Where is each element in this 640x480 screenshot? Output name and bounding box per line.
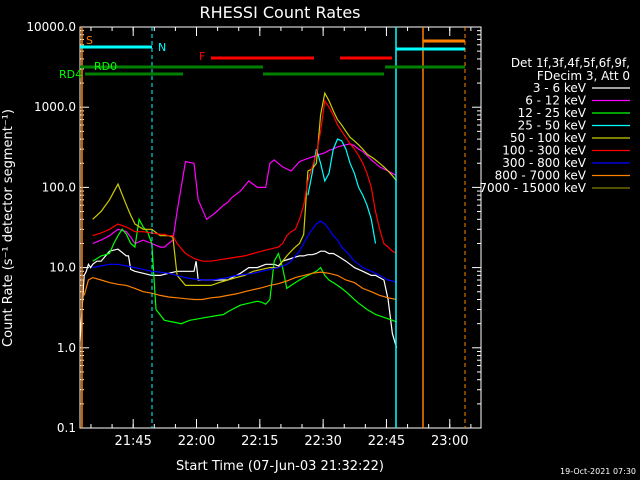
x-tick-label: 22:30 bbox=[304, 434, 341, 449]
series-line-0 bbox=[79, 248, 398, 348]
legend-header-1: Det 1f,3f,4f,5f,6f,9f, bbox=[511, 56, 630, 70]
attenuator-label-rd0: RD0 bbox=[94, 60, 117, 73]
x-tick-label: 22:45 bbox=[368, 434, 405, 449]
legend-entry-label: 800 - 7000 keV bbox=[495, 169, 587, 183]
y-axis: 0.1 1.0 10.0 100.0 1000.0 10000.0 bbox=[26, 20, 481, 435]
x-tick-label: 23:00 bbox=[431, 434, 468, 449]
series-line-3 bbox=[307, 138, 377, 244]
legend-entry-label: 3 - 6 keV bbox=[533, 81, 587, 95]
y-tick-label: 0.1 bbox=[57, 421, 76, 435]
attenuator-label-s: S bbox=[86, 34, 93, 47]
series-line-6 bbox=[92, 220, 397, 284]
legend-entry-label: 50 - 100 keV bbox=[510, 131, 587, 145]
legend-entry-label: 7000 - 15000 keV bbox=[479, 181, 586, 195]
attenuator-label-n: N bbox=[158, 41, 166, 54]
y-tick-label: 1.0 bbox=[57, 341, 76, 355]
attenuator-label-rd4: RD4 bbox=[59, 68, 82, 81]
legend-entry-label: 100 - 300 keV bbox=[502, 144, 586, 158]
series-line-7 bbox=[83, 271, 397, 301]
y-tick-label: 100.0 bbox=[42, 180, 76, 194]
y-tick-label: 1000.0 bbox=[34, 100, 76, 114]
legend-entry-label: 12 - 25 keV bbox=[518, 106, 587, 120]
x-tick-label: 22:15 bbox=[241, 434, 278, 449]
y-tick-label: 10.0 bbox=[49, 261, 76, 275]
legend-entry-label: 6 - 12 keV bbox=[525, 94, 587, 108]
legend-entry-label: 25 - 50 keV bbox=[518, 119, 587, 133]
series-line-5 bbox=[92, 99, 397, 262]
footer-date: 19-Oct-2021 07:30 bbox=[560, 467, 636, 476]
x-axis-label: Start Time (07-Jun-03 21:32:22) bbox=[176, 459, 384, 474]
series-line-1 bbox=[92, 143, 397, 248]
x-tick-label: 21:45 bbox=[114, 434, 151, 449]
legend-header-2: FDecim 3, Att 0 bbox=[537, 69, 630, 83]
series-line-2 bbox=[92, 217, 397, 325]
series-layer bbox=[79, 91, 398, 348]
attenuator-label-f: F bbox=[199, 50, 205, 63]
y-tick-label: 10000.0 bbox=[26, 20, 76, 34]
x-tick-label: 22:00 bbox=[178, 434, 215, 449]
attenuator-layer: S N F RD0 RD4 bbox=[59, 27, 466, 428]
chart-title: RHESSI Count Rates bbox=[200, 3, 361, 22]
y-axis-label: Count Rate (s⁻¹ detector segment⁻¹) bbox=[1, 109, 16, 347]
x-axis: 21:45 22:00 22:15 22:30 22:45 23:00 bbox=[90, 27, 472, 449]
legend-entry-label: 300 - 800 keV bbox=[502, 156, 586, 170]
